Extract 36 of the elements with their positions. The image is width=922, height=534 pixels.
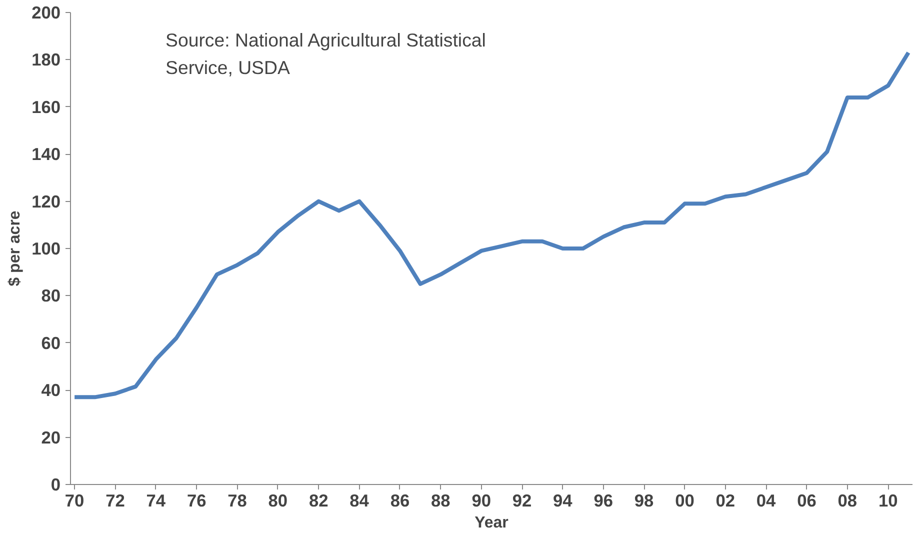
y-tick-label: 200	[32, 2, 61, 22]
y-tick-label: 0	[50, 474, 61, 494]
y-tick-label: 20	[41, 427, 61, 448]
x-tick-label: 04	[756, 490, 776, 510]
x-axis-title: Year	[474, 514, 508, 532]
x-tick-label: 86	[390, 490, 410, 510]
x-tick-label: 74	[146, 490, 166, 510]
y-tick-label: 160	[32, 96, 61, 117]
x-tick-label: 76	[186, 490, 207, 510]
x-tick-label: 94	[553, 490, 573, 510]
x-tick-label: 84	[350, 490, 370, 510]
x-tick-label: 10	[878, 490, 898, 510]
x-tick-label: 82	[308, 490, 328, 510]
x-tick-label: 02	[716, 490, 736, 510]
y-tick-label: 100	[32, 238, 61, 258]
x-tick-label: 00	[675, 490, 694, 510]
x-tick-label: 70	[64, 490, 84, 510]
x-tick-label: 96	[594, 490, 614, 510]
x-tick-label: 06	[797, 490, 817, 510]
y-tick-label: 120	[32, 191, 61, 212]
annotation: Source: National Agricultural Statistical Service, USDA	[166, 30, 486, 78]
y-tick-label: 180	[32, 50, 61, 70]
x-tick-label: 90	[472, 490, 491, 510]
y-tick-label: 60	[41, 332, 61, 353]
y-tick-label: 80	[41, 286, 61, 306]
x-tick-label: 78	[228, 490, 248, 510]
y-tick-label: 140	[32, 144, 61, 164]
x-tick-label: 80	[268, 490, 288, 510]
x-tick-label: 92	[512, 490, 532, 510]
x-tick-label: 72	[106, 490, 125, 510]
y-axis-title: $ per acre	[6, 210, 24, 286]
line-series	[72, 50, 910, 400]
x-tick-label: 88	[431, 490, 451, 510]
y-tick-label: 40	[41, 380, 61, 400]
x-tick-label: 08	[838, 490, 858, 510]
x-tick-label: 98	[634, 490, 654, 510]
